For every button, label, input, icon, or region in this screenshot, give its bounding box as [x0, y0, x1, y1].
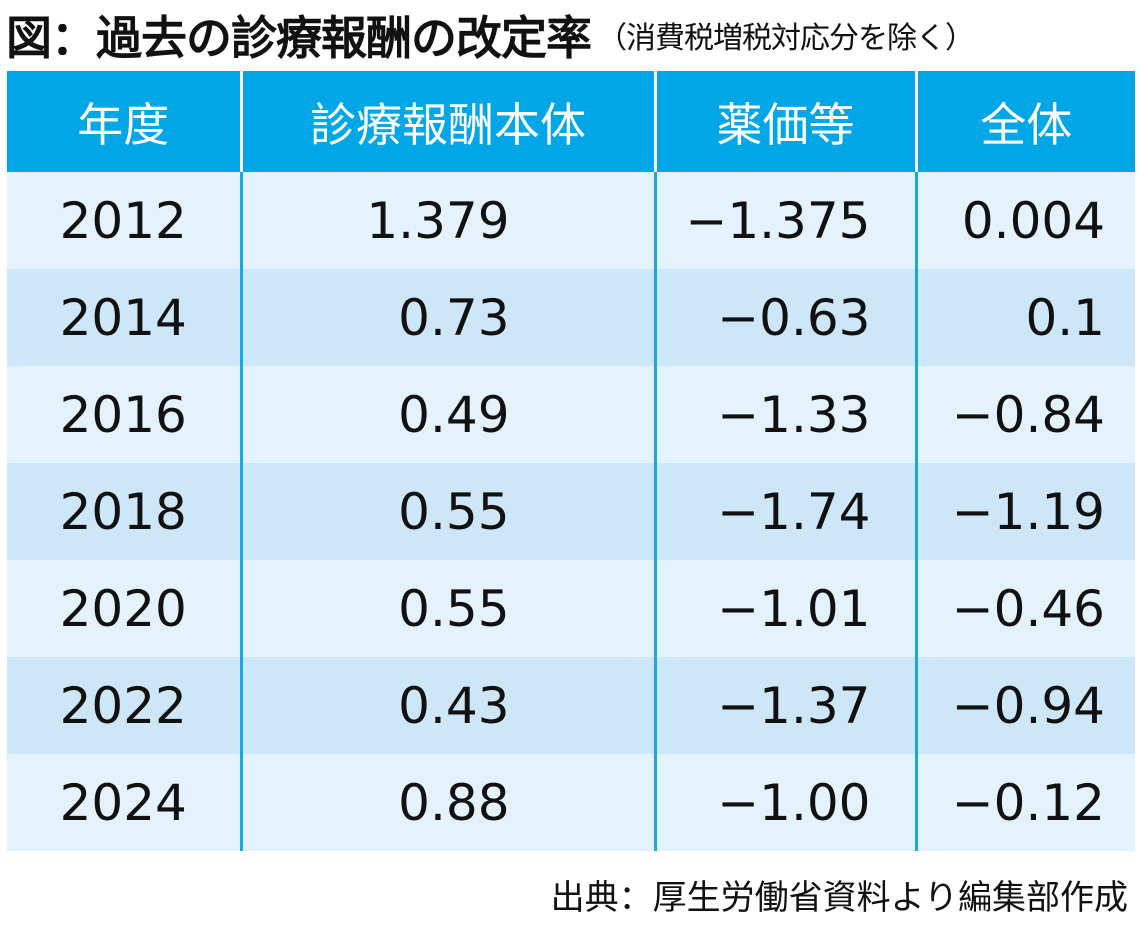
chart-title-row: 図：過去の診療報酬の改定率 （消費税増税対応分を除く） — [6, 0, 1136, 70]
cell-total: 0.004 — [914, 172, 1135, 269]
cell-year: 2022 — [7, 657, 241, 754]
cell-year: 2020 — [7, 560, 241, 657]
cell-drug-price: −1.375 — [653, 172, 916, 269]
table-row: 2016 0.49 −1.33 −0.84 — [7, 366, 1135, 463]
cell-medical-fee-body: 0.43 — [239, 657, 655, 754]
cell-total: −0.12 — [914, 754, 1135, 851]
cell-total: −0.94 — [914, 657, 1135, 754]
cell-total: −0.46 — [914, 560, 1135, 657]
cell-drug-price: −1.74 — [653, 463, 916, 560]
cell-year: 2024 — [7, 754, 241, 851]
cell-drug-price: −1.00 — [653, 754, 916, 851]
cell-medical-fee-body: 0.55 — [239, 463, 655, 560]
cell-year: 2016 — [7, 366, 241, 463]
table-row: 2024 0.88 −1.00 −0.12 — [7, 754, 1135, 851]
cell-total: −1.19 — [914, 463, 1135, 560]
cell-drug-price: −1.37 — [653, 657, 916, 754]
cell-medical-fee-body: 0.49 — [239, 366, 655, 463]
header-year: 年度 — [7, 71, 241, 172]
cell-year: 2018 — [7, 463, 241, 560]
cell-drug-price: −1.01 — [653, 560, 916, 657]
revision-rate-table: 年度 診療報酬本体 薬価等 全体 2012 1.379 −1.375 0.004 201… — [7, 71, 1135, 851]
cell-medical-fee-body: 0.88 — [239, 754, 655, 851]
table-row: 2020 0.55 −1.01 −0.46 — [7, 560, 1135, 657]
table-body: 2012 1.379 −1.375 0.004 2014 0.73 −0.63 0.1 2016… — [7, 172, 1135, 851]
table-row: 2012 1.379 −1.375 0.004 — [7, 172, 1135, 269]
cell-drug-price: −0.63 — [653, 269, 916, 366]
table-row: 2022 0.43 −1.37 −0.94 — [7, 657, 1135, 754]
cell-total: 0.1 — [914, 269, 1135, 366]
header-medical-fee-body: 診療報酬本体 — [239, 71, 655, 172]
header-drug-price: 薬価等 — [653, 71, 916, 172]
cell-medical-fee-body: 0.73 — [239, 269, 655, 366]
cell-drug-price: −1.33 — [653, 366, 916, 463]
cell-medical-fee-body: 1.379 — [239, 172, 655, 269]
data-table: 年度 診療報酬本体 薬価等 全体 2012 1.379 −1.375 0.004 201… — [7, 71, 1135, 851]
cell-medical-fee-body: 0.55 — [239, 560, 655, 657]
table-row: 2014 0.73 −0.63 0.1 — [7, 269, 1135, 366]
cell-year: 2014 — [7, 269, 241, 366]
cell-total: −0.84 — [914, 366, 1135, 463]
cell-year: 2012 — [7, 172, 241, 269]
chart-title: 図：過去の診療報酬の改定率 — [6, 11, 592, 65]
table-row: 2018 0.55 −1.74 −1.19 — [7, 463, 1135, 560]
source-note: 出典：厚生労働省資料より編集部作成 — [550, 877, 1128, 918]
chart-subtitle: （消費税増税対応分を除く） — [597, 21, 975, 56]
table-header-row: 年度 診療報酬本体 薬価等 全体 — [7, 71, 1135, 172]
header-total: 全体 — [914, 71, 1135, 172]
